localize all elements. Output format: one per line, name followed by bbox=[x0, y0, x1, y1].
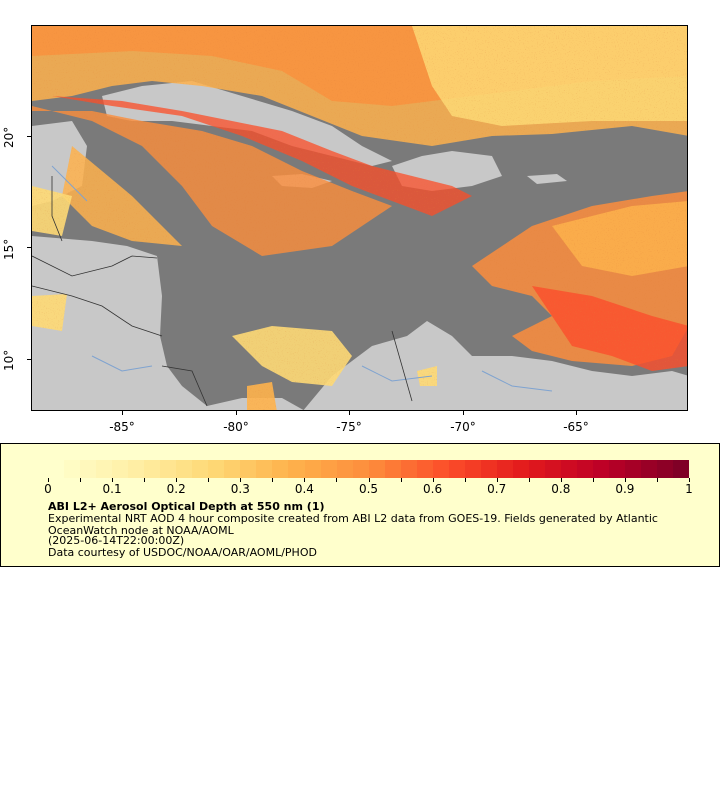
colorbar-tick bbox=[112, 478, 114, 482]
colorbar-tick-label: 1 bbox=[685, 482, 693, 496]
colorbar-segment bbox=[432, 460, 449, 478]
colorbar-segment bbox=[641, 460, 658, 478]
colorbar-segment bbox=[448, 460, 465, 478]
lon-label-80: -80° bbox=[223, 420, 249, 434]
colorbar-segment bbox=[561, 460, 578, 478]
colorbar-tick-label: 0.8 bbox=[551, 482, 571, 496]
colorbar-tick-label: 0 bbox=[44, 482, 52, 496]
colorbar-tick bbox=[208, 478, 210, 482]
legend-credit: Data courtesy of USDOC/NOAA/OAR/AOML/PHO… bbox=[48, 546, 317, 559]
lat-label-15: 15° bbox=[2, 238, 16, 260]
lon-label-70: -70° bbox=[450, 420, 476, 434]
colorbar-segment bbox=[496, 460, 513, 478]
colorbar-segment bbox=[673, 460, 690, 478]
colorbar-tick bbox=[80, 478, 82, 482]
lat-label-10: 10° bbox=[2, 349, 16, 371]
colorbar-tick-label: 0.9 bbox=[615, 482, 635, 496]
colorbar-segment bbox=[304, 460, 321, 478]
colorbar-tick bbox=[176, 478, 178, 482]
colorbar-tick-label: 0.1 bbox=[102, 482, 122, 496]
colorbar-tick bbox=[560, 478, 562, 482]
colorbar-segment bbox=[80, 460, 97, 478]
country-borders bbox=[32, 176, 413, 407]
legend-panel: ABI L2+ Aerosol Optical Depth at 550 nm … bbox=[0, 443, 720, 567]
legend-timestamp: (2025-06-14T22:00:00Z) bbox=[48, 534, 185, 547]
aod-map bbox=[31, 25, 688, 411]
colorbar-tick bbox=[689, 478, 690, 482]
colorbar-segment bbox=[256, 460, 273, 478]
colorbar-segment bbox=[336, 460, 353, 478]
colorbar-tick bbox=[496, 478, 498, 482]
colorbar-tick-label: 0.7 bbox=[487, 482, 507, 496]
colorbar-segment bbox=[368, 460, 385, 478]
lon-label-75: -75° bbox=[336, 420, 362, 434]
colorbar-segment bbox=[208, 460, 225, 478]
legend-description: Experimental NRT AOD 4 hour composite cr… bbox=[48, 512, 658, 537]
colorbar-segment bbox=[176, 460, 193, 478]
colorbar-tick bbox=[624, 478, 626, 482]
colorbar-segment bbox=[384, 460, 401, 478]
colorbar-tick-label: 0.3 bbox=[230, 482, 250, 496]
colorbar-tick bbox=[528, 478, 530, 482]
colorbar-segment bbox=[625, 460, 642, 478]
colorbar-segment bbox=[400, 460, 417, 478]
colorbar-segment bbox=[160, 460, 177, 478]
colorbar-tick bbox=[304, 478, 306, 482]
colorbar-segment bbox=[320, 460, 337, 478]
colorbar-segment bbox=[528, 460, 545, 478]
map-canvas bbox=[32, 26, 687, 410]
colorbar-tick bbox=[656, 478, 658, 482]
colorbar-tick bbox=[368, 478, 370, 482]
colorbar-segment bbox=[64, 460, 81, 478]
colorbar-tick bbox=[240, 478, 242, 482]
colorbar-segment bbox=[609, 460, 626, 478]
rivers bbox=[51, 165, 553, 392]
colorbar-tick-label: 0.5 bbox=[358, 482, 379, 496]
colorbar-segment bbox=[512, 460, 529, 478]
lon-label-85: -85° bbox=[109, 420, 135, 434]
colorbar-tick-label: 0.6 bbox=[423, 482, 443, 496]
lon-label-65: -65° bbox=[563, 420, 589, 434]
colorbar-segment bbox=[96, 460, 113, 478]
colorbar-segment bbox=[224, 460, 241, 478]
legend-title: ABI L2+ Aerosol Optical Depth at 550 nm … bbox=[48, 500, 325, 513]
colorbar-segment bbox=[272, 460, 289, 478]
colorbar-tick bbox=[400, 478, 402, 482]
colorbar-segment bbox=[416, 460, 433, 478]
colorbar-segment bbox=[657, 460, 674, 478]
colorbar-segment bbox=[577, 460, 594, 478]
colorbar-tick-label: 0.4 bbox=[294, 482, 314, 496]
colorbar bbox=[48, 460, 690, 478]
colorbar-segment bbox=[192, 460, 209, 478]
colorbar-segment bbox=[144, 460, 161, 478]
colorbar-segment bbox=[593, 460, 610, 478]
aerosol-overlay bbox=[32, 26, 687, 410]
colorbar-segment bbox=[480, 460, 497, 478]
colorbar-tick bbox=[272, 478, 274, 482]
colorbar-segment bbox=[544, 460, 561, 478]
colorbar-segment bbox=[352, 460, 369, 478]
colorbar-segment bbox=[128, 460, 145, 478]
colorbar-segment bbox=[288, 460, 305, 478]
colorbar-tick bbox=[592, 478, 594, 482]
colorbar-tick bbox=[464, 478, 466, 482]
colorbar-segment bbox=[464, 460, 481, 478]
colorbar-tick bbox=[432, 478, 434, 482]
colorbar-tick bbox=[336, 478, 338, 482]
lat-label-20: 20° bbox=[2, 126, 16, 148]
colorbar-segment bbox=[112, 460, 129, 478]
colorbar-tick bbox=[48, 478, 49, 482]
colorbar-segment bbox=[240, 460, 257, 478]
colorbar-segment bbox=[48, 460, 65, 478]
colorbar-tick-label: 0.2 bbox=[166, 482, 186, 496]
colorbar-tick bbox=[144, 478, 146, 482]
